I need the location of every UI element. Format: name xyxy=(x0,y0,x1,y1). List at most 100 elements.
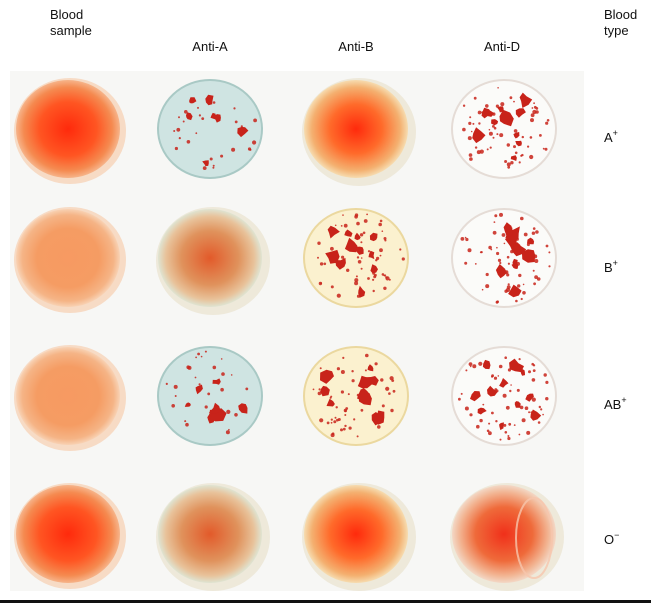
drop-bpos-anti-b-clump-icon xyxy=(358,285,366,298)
drop-abpos-anti-d-speck xyxy=(494,388,498,391)
drop-abpos-anti-a-speck xyxy=(220,358,223,360)
drop-abpos-anti-d-speck xyxy=(498,364,503,369)
drop-abpos-anti-d-clump-icon xyxy=(482,359,491,370)
drop-abpos-anti-b-speck xyxy=(390,408,394,413)
drop-abpos-anti-b-clump-icon xyxy=(320,385,330,397)
drop-abpos-anti-b-speck xyxy=(326,421,330,425)
drop-abpos-anti-d-speck xyxy=(469,413,473,417)
drop-apos-anti-d-speck xyxy=(485,104,489,108)
drop-bpos-anti-b-speck xyxy=(366,213,368,216)
drop-abpos-anti-d-speck xyxy=(516,388,520,392)
drop-bpos-anti-b-speck xyxy=(388,278,391,281)
drop-abpos-anti-d-speck xyxy=(504,356,508,360)
drop-bpos-anti-b-speck xyxy=(318,281,323,286)
drop-bpos-anti-b-speck xyxy=(356,256,360,259)
drop-abpos-anti-b-speck xyxy=(388,392,391,395)
drop-apos-anti-d-clump-icon xyxy=(472,127,486,144)
header-blood-sample: Blood sample xyxy=(50,7,92,39)
drop-bpos-anti-b-speck xyxy=(367,277,370,280)
drop-abpos-anti-b-speck xyxy=(381,404,385,408)
drop-apos-anti-d-speck xyxy=(513,145,516,149)
drop-apos-anti-a-speck xyxy=(234,120,238,124)
drop-bpos-anti-d-speck xyxy=(488,245,492,250)
drop-apos-anti-d-speck xyxy=(468,153,473,157)
drop-abpos-anti-b-speck xyxy=(347,393,350,396)
drop-apos-anti-d-speck xyxy=(469,116,472,119)
drop-bpos-anti-b-speck xyxy=(340,225,343,227)
drop-bpos-anti-b-speck xyxy=(379,254,382,257)
drop-bpos-anti-d-speck xyxy=(501,233,506,237)
drop-apos-anti-d-speck xyxy=(479,149,484,154)
drop-apos-anti-d-speck xyxy=(467,136,472,141)
drop-bpos-anti-d-speck xyxy=(496,251,500,256)
drop-apos-anti-d-speck xyxy=(489,146,492,149)
drop-apos-anti-d-speck xyxy=(509,96,513,100)
drop-bpos-anti-d-speck xyxy=(548,265,551,268)
drop-bpos-anti-b-speck xyxy=(336,293,341,298)
drop-apos-anti-a-speck xyxy=(209,157,213,161)
drop-bpos-anti-b-speck xyxy=(367,250,371,253)
drop-abpos-anti-d-clump-icon xyxy=(499,378,509,388)
drop-apos-anti-d-speck xyxy=(468,121,472,125)
drop-apos-anti-d-clump-icon xyxy=(481,107,492,119)
drop-abpos-anti-a-icon xyxy=(157,346,263,446)
drop-bpos-anti-d-speck xyxy=(474,263,477,265)
drop-apos-anti-a-icon xyxy=(157,79,263,179)
drop-bpos-anti-d-speck xyxy=(464,261,468,265)
drop-apos-anti-d-speck xyxy=(510,161,514,165)
drop-bpos-anti-d-speck xyxy=(479,251,482,254)
drop-bpos-anti-d-clump-icon xyxy=(512,258,519,268)
drop-abpos-anti-a-speck xyxy=(212,365,217,370)
drop-apos-anti-d-speck xyxy=(531,107,534,109)
drop-abpos-anti-d-speck xyxy=(458,397,461,401)
drop-bpos-anti-d-speck xyxy=(503,242,506,245)
drop-apos-anti-d-speck xyxy=(504,160,508,163)
header-blood-type-line2: type xyxy=(604,23,629,38)
drop-bpos-anti-b-speck xyxy=(372,289,375,293)
drop-bpos-anti-d-speck xyxy=(548,251,551,254)
drop-abpos-anti-d-clump-icon xyxy=(477,407,487,415)
drop-abpos-anti-a-speck xyxy=(225,430,230,435)
drop-abpos-anti-a-speck xyxy=(185,422,189,427)
drop-abpos-anti-a-speck xyxy=(184,420,187,423)
drop-apos-anti-d-clump-icon xyxy=(515,140,522,147)
drop-abpos-anti-b-speck xyxy=(356,435,359,438)
drop-apos-anti-a-speck xyxy=(195,132,198,135)
drop-bpos-anti-d-speck xyxy=(520,297,523,301)
drop-apos-anti-d-speck xyxy=(493,126,497,130)
drop-bpos-anti-b-speck xyxy=(376,256,380,260)
drop-oneg-anti-d-icon xyxy=(452,485,556,583)
drop-abpos-anti-a-speck xyxy=(245,387,249,391)
drop-abpos-anti-d-speck xyxy=(528,411,531,414)
drop-bpos-anti-b-speck xyxy=(383,237,387,240)
drop-bpos-anti-b-speck xyxy=(341,255,345,259)
drop-abpos-anti-d-speck xyxy=(495,420,498,423)
drop-apos-anti-a-speck xyxy=(198,114,201,117)
drop-bpos-anti-b-clump-icon xyxy=(368,250,375,260)
drop-bpos-anti-d-speck xyxy=(536,277,541,281)
drop-abpos-anti-d-clump-icon xyxy=(530,409,542,421)
drop-bpos-anti-b-speck xyxy=(378,222,383,227)
drop-apos-anti-d-speck xyxy=(472,122,475,125)
header-anti-a: Anti-A xyxy=(192,39,228,54)
drop-bpos-anti-d-speck xyxy=(515,299,518,303)
drop-bpos-anti-d-speck xyxy=(523,232,528,237)
drop-apos-anti-a-speck xyxy=(176,127,181,132)
header-blood-sample-line2: sample xyxy=(50,23,92,38)
drop-bpos-anti-b-clump-icon xyxy=(369,232,378,242)
drop-abpos-anti-a-speck xyxy=(220,387,224,392)
drop-bpos-anti-d-speck xyxy=(494,214,498,218)
drop-abpos-anti-d-speck xyxy=(493,376,498,380)
drop-apos-anti-a-speck xyxy=(253,118,257,123)
drop-abpos-anti-d-clump-icon xyxy=(514,401,521,408)
drop-bpos-anti-d-speck xyxy=(493,221,496,224)
blood-type-o-sign: − xyxy=(614,529,620,540)
drop-abpos-anti-a-speck xyxy=(207,392,211,396)
drop-abpos-anti-d-speck xyxy=(545,397,549,401)
drop-abpos-anti-a-speck xyxy=(171,404,175,408)
drop-abpos-anti-d-clump-icon xyxy=(525,393,534,402)
drop-oneg-anti-a-icon xyxy=(158,485,262,583)
drop-bpos-anti-d-speck xyxy=(497,258,502,262)
header-blood-type: Blood type xyxy=(604,7,637,39)
drop-abpos-anti-a-speck xyxy=(204,350,207,353)
